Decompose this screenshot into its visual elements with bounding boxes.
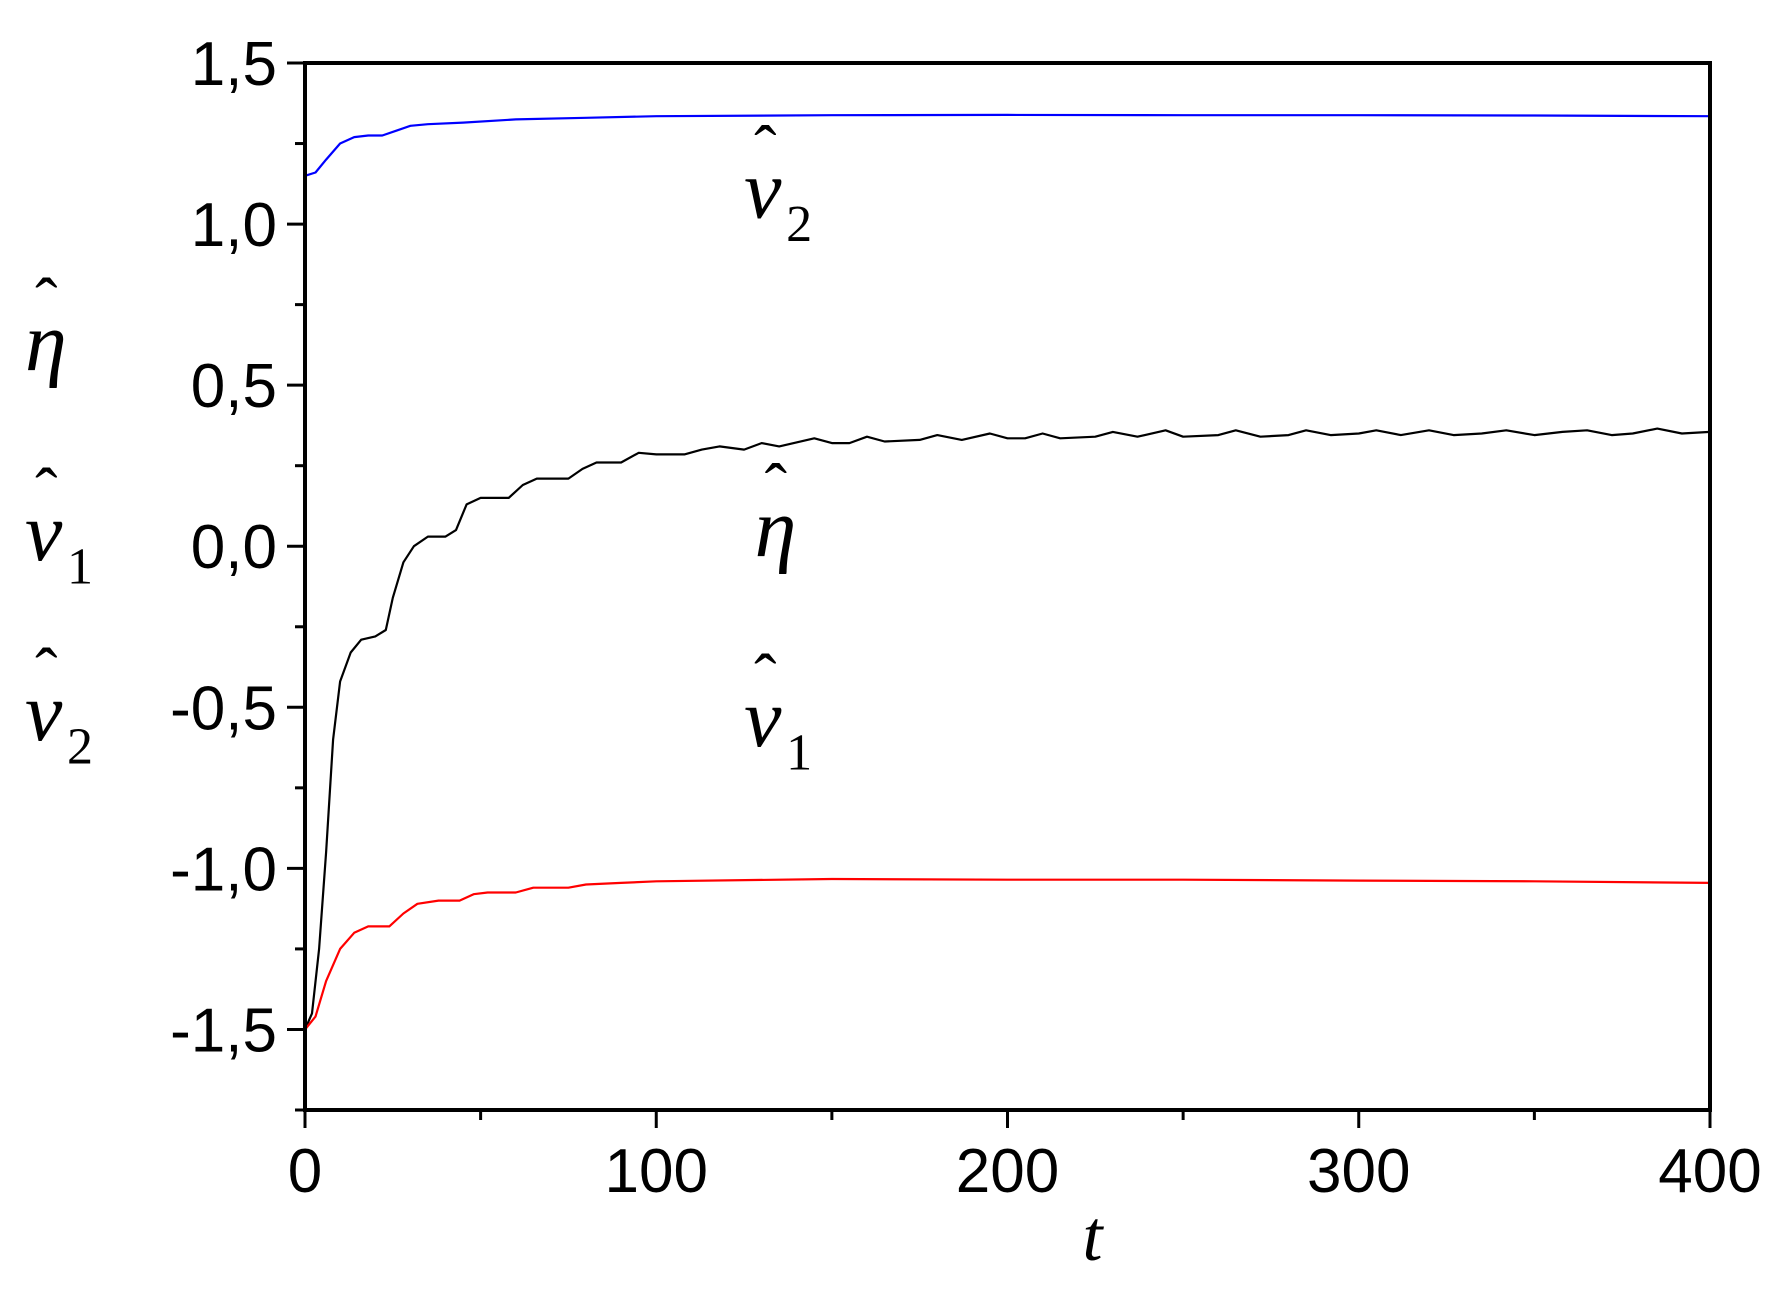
x-axis-label: t xyxy=(1082,1196,1104,1276)
annotation-v2: vˆ2 xyxy=(744,111,812,253)
annotation-v1: vˆ1 xyxy=(744,640,812,782)
y-tick-label: 1,0 xyxy=(191,191,277,260)
x-tick-label: 200 xyxy=(956,1137,1059,1206)
y-axis-label-v2-hat: ˆ xyxy=(35,634,57,709)
x-tick-label: 400 xyxy=(1658,1137,1761,1206)
annotation-v1-symbol: v xyxy=(744,672,782,765)
ticks-layer xyxy=(287,61,1712,1128)
annotation-v2-hat: ˆ xyxy=(754,111,776,186)
series-line-v1 xyxy=(304,877,1711,1031)
annotation-η-symbol: η xyxy=(755,482,797,575)
plot-frame xyxy=(303,61,1712,1112)
annotation-v1-hat: ˆ xyxy=(754,640,776,715)
x-tick-label: 100 xyxy=(605,1137,708,1206)
y-axis-label-v2: vˆ2 xyxy=(25,634,93,776)
y-axis-label-v2-symbol: v xyxy=(25,666,63,759)
y-tick-label: -1,0 xyxy=(170,835,277,904)
y-tick-label: 0,5 xyxy=(191,352,277,421)
annotation-v1-subscript: 1 xyxy=(786,724,812,781)
y-axis-label-eta: ηˆ xyxy=(25,264,67,389)
annotation-η-hat: ˆ xyxy=(765,450,787,525)
annotation-η: ηˆ xyxy=(755,450,797,575)
y-axis-label-v2-subscript: 2 xyxy=(67,719,93,776)
series-line-eta xyxy=(303,427,1711,1030)
y-axis-label-v1-symbol: v xyxy=(25,486,63,579)
x-tick-label: 0 xyxy=(288,1137,322,1206)
series-line-v2 xyxy=(304,113,1711,177)
y-tick-label: 0,0 xyxy=(191,513,277,582)
annotation-v2-subscript: 2 xyxy=(786,196,812,253)
y-tick-label: -0,5 xyxy=(170,674,277,743)
annotation-v2-symbol: v xyxy=(744,144,782,237)
y-tick-label: 1,5 xyxy=(191,30,277,99)
y-axis-label-eta-hat: ˆ xyxy=(35,264,57,339)
series-layer xyxy=(303,113,1711,1031)
y-axis-label-eta-symbol: η xyxy=(25,296,67,389)
tick-labels-layer: 0 100 200 300 400 -1,5 -1,0 -0,5 0,0 0,5 1,0 1,5 xyxy=(170,30,1762,1206)
y-axis-label-v1: vˆ1 xyxy=(25,454,93,596)
y-tick-label: -1,5 xyxy=(170,996,277,1065)
y-axis-label-v1-hat: ˆ xyxy=(35,454,57,529)
x-tick-label: 300 xyxy=(1307,1137,1410,1206)
y-axis-label-v1-subscript: 1 xyxy=(67,539,93,596)
